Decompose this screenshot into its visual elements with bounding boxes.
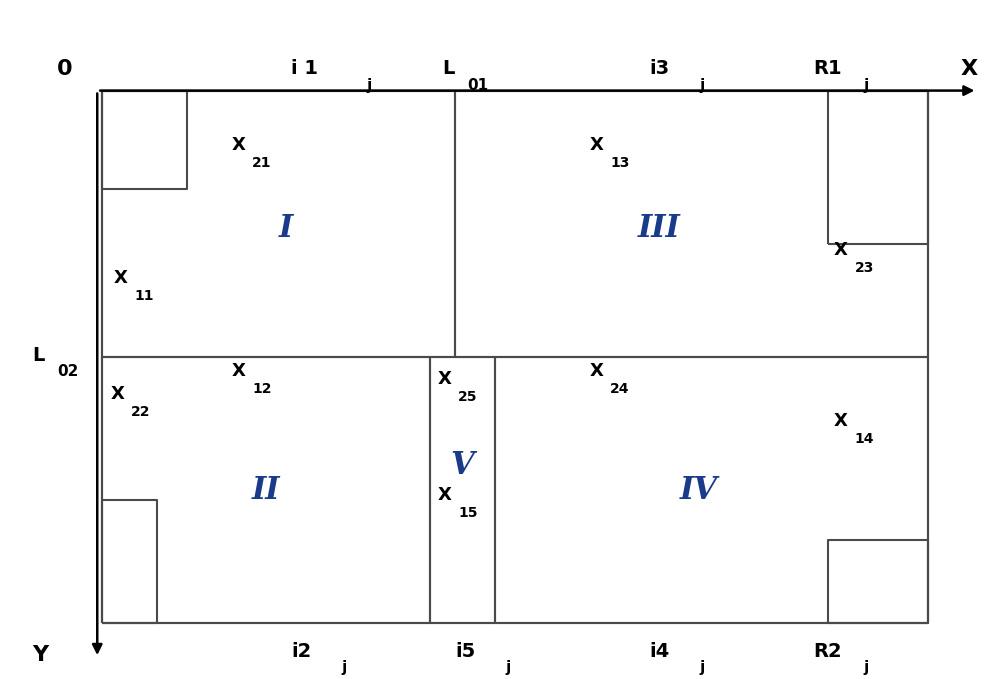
Text: 01: 01 [467, 78, 489, 93]
Text: j: j [863, 660, 869, 675]
Text: 02: 02 [58, 364, 79, 379]
Text: II: II [252, 475, 281, 506]
Text: 23: 23 [855, 261, 874, 276]
Text: X: X [232, 362, 245, 380]
Text: 15: 15 [458, 506, 478, 520]
Text: 12: 12 [252, 382, 272, 396]
Text: X: X [590, 362, 603, 380]
Text: i4: i4 [649, 642, 669, 661]
Text: X: X [590, 136, 603, 154]
Text: i 1: i 1 [291, 59, 318, 78]
Text: 25: 25 [458, 390, 478, 403]
Text: i2: i2 [291, 642, 311, 661]
Text: j: j [505, 660, 511, 675]
Text: X: X [834, 242, 848, 259]
Text: R1: R1 [813, 59, 842, 78]
Text: 0: 0 [57, 59, 72, 79]
Text: I: I [279, 213, 293, 244]
Text: i5: i5 [455, 642, 476, 661]
Text: X: X [437, 486, 451, 504]
Text: X: X [110, 386, 124, 403]
Text: 24: 24 [610, 382, 630, 396]
Text: L: L [33, 346, 45, 365]
Text: i3: i3 [649, 59, 669, 78]
Text: 22: 22 [131, 405, 150, 420]
Text: IV: IV [680, 475, 718, 506]
Text: X: X [961, 59, 978, 79]
Text: L: L [442, 59, 455, 78]
Text: j: j [699, 660, 705, 675]
Text: V: V [450, 450, 474, 481]
Text: X: X [834, 412, 848, 430]
Text: X: X [232, 136, 245, 154]
Text: 21: 21 [252, 155, 272, 170]
Text: 14: 14 [855, 432, 874, 446]
Text: j: j [863, 78, 869, 93]
Text: 11: 11 [135, 289, 154, 303]
Text: j: j [366, 78, 372, 93]
Text: III: III [638, 213, 680, 244]
Text: Y: Y [33, 645, 49, 665]
Text: R2: R2 [813, 642, 842, 661]
Text: 13: 13 [610, 155, 630, 170]
Text: X: X [114, 269, 128, 287]
Text: j: j [699, 78, 705, 93]
Text: j: j [341, 660, 347, 675]
Text: X: X [437, 369, 451, 388]
